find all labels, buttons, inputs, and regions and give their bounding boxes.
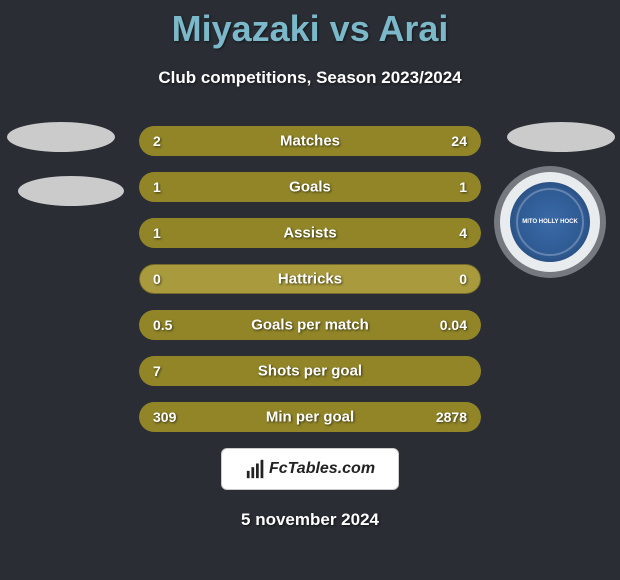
stats-bars-container: 2 24 Matches 1 1 Goals 1 4 Assists 0 0 Hattricks 0.5… bbox=[139, 126, 481, 432]
stat-bar-right-fill bbox=[207, 218, 481, 248]
stat-row-min-per-goal: 309 2878 Min per goal bbox=[139, 402, 481, 432]
stat-value-left: 7 bbox=[153, 363, 161, 379]
stat-label: Goals bbox=[289, 179, 331, 196]
stat-bar-right-fill bbox=[201, 126, 481, 156]
stat-value-left: 0.5 bbox=[153, 317, 172, 333]
stat-label: Hattricks bbox=[278, 271, 342, 288]
stat-value-left: 309 bbox=[153, 409, 176, 425]
fctables-brand-text: FcTables.com bbox=[269, 460, 375, 478]
stat-value-left: 2 bbox=[153, 133, 161, 149]
player-left-name: Miyazaki bbox=[172, 8, 320, 49]
stat-value-right: 0.04 bbox=[440, 317, 467, 333]
stat-label: Matches bbox=[280, 133, 340, 150]
team-badge-right-ellipse bbox=[507, 122, 615, 152]
stat-row-matches: 2 24 Matches bbox=[139, 126, 481, 156]
vs-text: vs bbox=[330, 8, 370, 49]
stat-value-left: 1 bbox=[153, 225, 161, 241]
stat-bar-right-fill bbox=[310, 172, 481, 202]
season-subtitle: Club competitions, Season 2023/2024 bbox=[0, 68, 620, 88]
team-badge-left-1 bbox=[18, 176, 124, 206]
team-logo-right: MITO HOLLY HOCK bbox=[500, 172, 600, 272]
stat-row-assists: 1 4 Assists bbox=[139, 218, 481, 248]
stat-label: Goals per match bbox=[251, 317, 369, 334]
stat-row-shots-per-goal: 7 Shots per goal bbox=[139, 356, 481, 386]
stat-value-right: 24 bbox=[451, 133, 467, 149]
stat-value-left: 1 bbox=[153, 179, 161, 195]
stat-value-right: 4 bbox=[459, 225, 467, 241]
stat-value-left: 0 bbox=[153, 271, 161, 287]
bar-chart-icon bbox=[245, 458, 267, 480]
fctables-badge: FcTables.com bbox=[221, 448, 399, 490]
stat-value-right: 1 bbox=[459, 179, 467, 195]
stat-value-right: 2878 bbox=[436, 409, 467, 425]
stat-row-goals: 1 1 Goals bbox=[139, 172, 481, 202]
stat-bar-left-fill bbox=[139, 172, 310, 202]
comparison-date: 5 november 2024 bbox=[0, 510, 620, 530]
team-logo-label: MITO HOLLY HOCK bbox=[522, 219, 578, 225]
stat-row-hattricks: 0 0 Hattricks bbox=[139, 264, 481, 294]
stat-label: Min per goal bbox=[266, 409, 354, 426]
team-logo-inner: MITO HOLLY HOCK bbox=[510, 182, 590, 262]
stat-value-right: 0 bbox=[459, 271, 467, 287]
stat-bar-left-fill bbox=[139, 126, 201, 156]
stat-row-goals-per-match: 0.5 0.04 Goals per match bbox=[139, 310, 481, 340]
comparison-title: Miyazaki vs Arai bbox=[0, 0, 620, 50]
team-badge-left-0 bbox=[7, 122, 115, 152]
stat-label: Shots per goal bbox=[258, 363, 362, 380]
stat-label: Assists bbox=[283, 225, 336, 242]
stat-bar-left-fill bbox=[139, 218, 207, 248]
player-right-name: Arai bbox=[378, 8, 448, 49]
